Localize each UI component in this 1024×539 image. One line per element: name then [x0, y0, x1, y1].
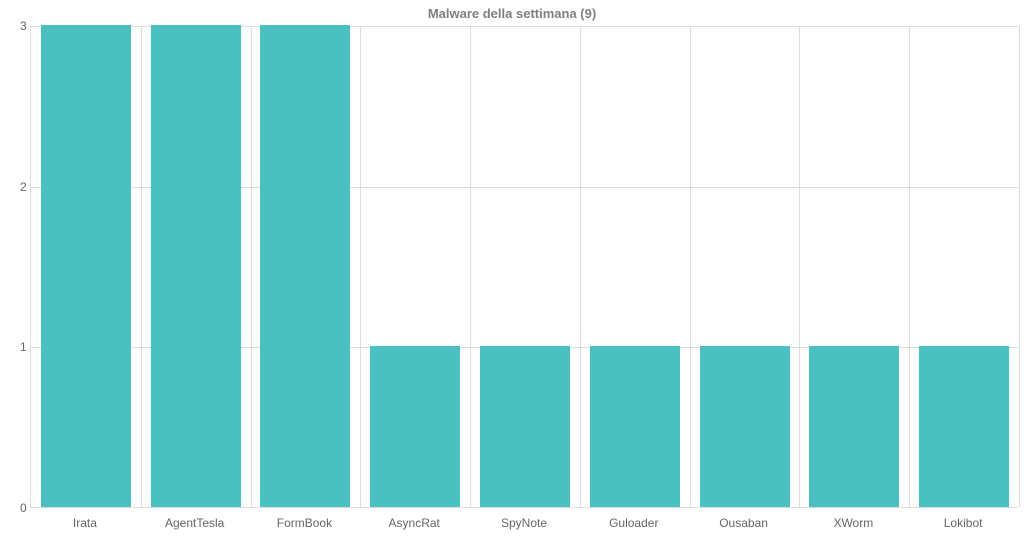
gridline-vertical: [360, 26, 361, 507]
bar: [700, 346, 790, 507]
gridline-vertical: [1019, 26, 1020, 507]
bar: [151, 25, 241, 507]
bar: [260, 25, 350, 507]
gridline-vertical: [909, 26, 910, 507]
gridline-vertical: [799, 26, 800, 507]
x-axis-tick-label: Lokibot: [944, 516, 983, 530]
x-axis-tick-label: SpyNote: [501, 516, 547, 530]
x-axis-tick-label: Ousaban: [719, 516, 768, 530]
x-axis-tick-label: Guloader: [609, 516, 658, 530]
x-axis-tick-label: Irata: [73, 516, 97, 530]
bar: [590, 346, 680, 507]
malware-bar-chart: Malware della settimana (9) 0123IrataAge…: [0, 0, 1024, 539]
x-axis-tick-label: XWorm: [833, 516, 873, 530]
x-axis-tick-label: FormBook: [277, 516, 332, 530]
gridline-vertical: [690, 26, 691, 507]
bar: [370, 346, 460, 507]
gridline-vertical: [251, 26, 252, 507]
bar: [41, 25, 131, 507]
x-axis-tick-label: AgentTesla: [165, 516, 224, 530]
plot-area: [30, 26, 1018, 508]
x-axis-tick-label: AsyncRat: [389, 516, 440, 530]
chart-title: Malware della settimana (9): [0, 6, 1024, 21]
gridline-vertical: [580, 26, 581, 507]
bar: [919, 346, 1009, 507]
bar: [809, 346, 899, 507]
bar: [480, 346, 570, 507]
gridline-vertical: [141, 26, 142, 507]
gridline-vertical: [470, 26, 471, 507]
